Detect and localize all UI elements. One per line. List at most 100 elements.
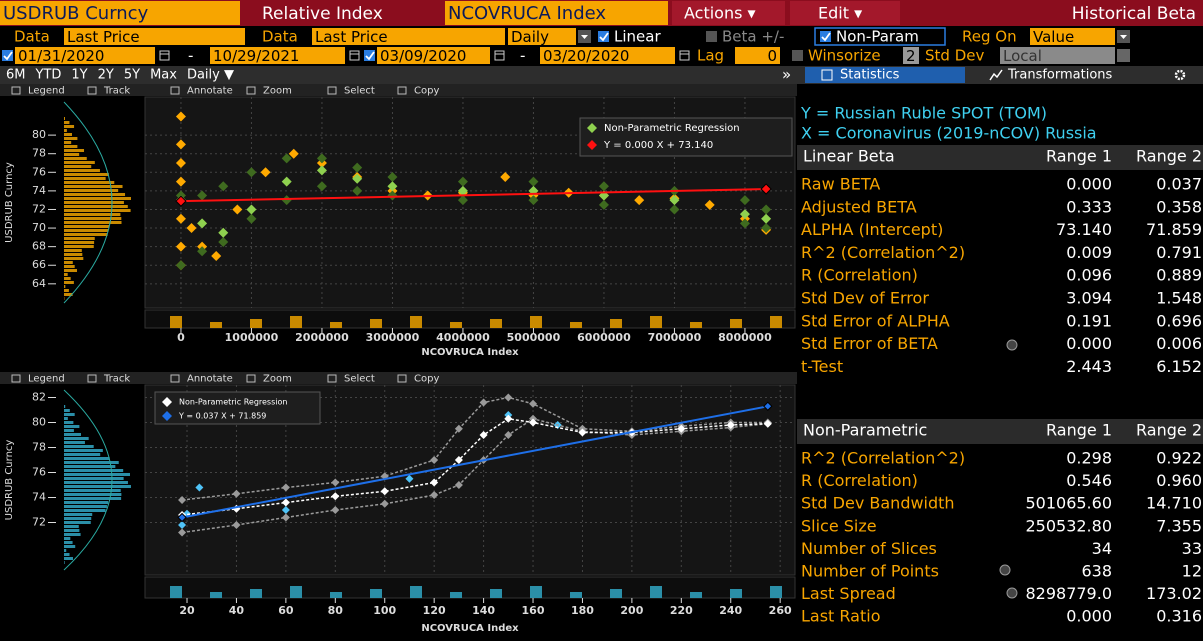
chart-icon[interactable] bbox=[1006, 587, 1018, 599]
point bbox=[528, 195, 539, 206]
actions-menu-box bbox=[672, 1, 785, 25]
range2-end[interactable]: 03/20/2020 bbox=[543, 47, 629, 65]
checkbox[interactable] bbox=[792, 50, 803, 61]
legend-marker bbox=[162, 397, 172, 407]
reg-on-select[interactable]: Value bbox=[1033, 28, 1074, 46]
histogram-bar bbox=[610, 319, 622, 328]
checkbox[interactable] bbox=[598, 31, 609, 42]
calendar-icon bbox=[679, 50, 690, 61]
range1-start[interactable]: 01/31/2020 bbox=[18, 47, 104, 65]
histogram-bar bbox=[64, 281, 74, 284]
period-button[interactable]: YTD bbox=[35, 68, 62, 83]
toolbar-button[interactable]: Track bbox=[103, 86, 130, 97]
histogram-bar bbox=[64, 289, 69, 292]
y-field-input[interactable]: Last Price bbox=[67, 28, 140, 46]
periodicity-select[interactable]: Daily bbox=[511, 28, 549, 46]
tab-transformations[interactable]: Transformations bbox=[1007, 68, 1113, 83]
point bbox=[232, 521, 241, 529]
stat-value: 0.000 bbox=[1066, 607, 1112, 626]
period-button[interactable]: 2Y bbox=[98, 68, 114, 83]
toolbar-button[interactable]: Copy bbox=[414, 86, 439, 97]
point bbox=[479, 398, 488, 407]
toolbar-icon bbox=[246, 86, 256, 95]
histogram-bar bbox=[64, 501, 109, 504]
toolbar-button[interactable]: Copy bbox=[414, 374, 439, 385]
y-tick-label: 64 bbox=[32, 277, 46, 290]
period-button[interactable]: Max bbox=[150, 68, 177, 83]
histogram-bar bbox=[64, 557, 73, 560]
x-tick-label: 80 bbox=[328, 604, 344, 617]
histogram-bar bbox=[64, 529, 80, 532]
histogram-bar bbox=[64, 121, 70, 124]
linear-toggle[interactable]: Linear bbox=[614, 28, 661, 46]
point bbox=[634, 195, 645, 206]
stat-value: 1.548 bbox=[1156, 289, 1202, 308]
histogram-bar bbox=[64, 541, 73, 544]
toolbar-icon bbox=[87, 374, 97, 383]
histogram-bar bbox=[64, 253, 83, 256]
point bbox=[175, 176, 186, 187]
beta-band-toggle[interactable]: Beta +/- bbox=[722, 28, 784, 46]
stat-label: R^2 (Correlation^2) bbox=[801, 243, 965, 262]
toolbar-button[interactable]: Select bbox=[344, 374, 375, 385]
histogram-bar bbox=[64, 405, 66, 408]
toolbar-button[interactable]: Annotate bbox=[187, 374, 233, 385]
point bbox=[677, 424, 686, 433]
table-header bbox=[797, 419, 1203, 444]
toolbar-button[interactable]: Annotate bbox=[187, 86, 233, 97]
std-dev-select-box bbox=[1000, 47, 1115, 64]
point bbox=[260, 167, 271, 178]
range2-start[interactable]: 03/09/2020 bbox=[380, 47, 466, 65]
y-tick-label: 74 bbox=[32, 491, 46, 504]
point bbox=[457, 176, 468, 187]
point bbox=[578, 428, 587, 437]
point bbox=[739, 218, 750, 229]
edit-menu[interactable]: Edit ▾ bbox=[818, 4, 862, 23]
histogram-bar bbox=[64, 493, 122, 496]
toolbar-icon bbox=[170, 374, 180, 383]
period-button[interactable]: 5Y bbox=[124, 68, 140, 83]
table-title: Non-Parametric bbox=[803, 421, 927, 440]
index-field[interactable]: NCOVRUCA Index bbox=[448, 3, 606, 24]
non-param-toggle[interactable]: Non-Param bbox=[836, 28, 919, 46]
tab-statistics[interactable]: Statistics bbox=[840, 68, 900, 83]
toolbar-button[interactable]: Legend bbox=[28, 374, 65, 385]
toolbar-button[interactable]: Zoom bbox=[263, 374, 292, 385]
checkbox[interactable] bbox=[364, 50, 375, 61]
toolbar-button[interactable]: Legend bbox=[28, 86, 65, 97]
histogram-bar bbox=[570, 592, 582, 598]
actions-menu[interactable]: Actions ▾ bbox=[684, 4, 756, 23]
chart-icon[interactable] bbox=[1006, 339, 1018, 351]
toolbar-button[interactable]: Select bbox=[344, 86, 375, 97]
winsorize-input[interactable]: 2 bbox=[906, 47, 916, 65]
checkbox[interactable] bbox=[820, 31, 831, 42]
chart-icon[interactable] bbox=[999, 564, 1011, 576]
security-field[interactable]: USDRUB Curncy bbox=[3, 3, 149, 24]
legend-marker bbox=[587, 123, 597, 133]
x-field-input[interactable]: Last Price bbox=[315, 28, 388, 46]
checkbox[interactable] bbox=[706, 31, 717, 42]
std-dev-select[interactable]: Local bbox=[1003, 47, 1042, 65]
winsorize-toggle[interactable]: Winsorize bbox=[808, 47, 881, 65]
range1-end[interactable]: 10/29/2021 bbox=[213, 47, 299, 65]
period-button[interactable]: 1Y bbox=[71, 68, 87, 83]
checkbox[interactable] bbox=[2, 50, 13, 61]
histogram-bar bbox=[64, 157, 87, 160]
x-tick-label: 120 bbox=[423, 604, 446, 617]
period-button[interactable]: 6M bbox=[6, 68, 26, 83]
collapse-button[interactable]: » bbox=[782, 66, 791, 84]
toolbar-button[interactable]: Track bbox=[103, 374, 130, 385]
point bbox=[763, 419, 772, 428]
period-button[interactable]: Daily ▼ bbox=[187, 68, 234, 83]
histogram-bar bbox=[64, 237, 95, 240]
histogram-bar bbox=[64, 161, 95, 164]
x-histogram-strip bbox=[144, 309, 796, 329]
toolbar-icon bbox=[327, 86, 337, 95]
histogram-bar bbox=[410, 316, 422, 328]
point bbox=[761, 204, 772, 215]
toolbar-button[interactable]: Zoom bbox=[263, 86, 292, 97]
lag-input[interactable]: 0 bbox=[767, 47, 777, 65]
function-name: Historical Beta bbox=[1072, 4, 1196, 24]
settings-gear[interactable] bbox=[1174, 69, 1186, 81]
histogram-bar bbox=[250, 319, 262, 328]
